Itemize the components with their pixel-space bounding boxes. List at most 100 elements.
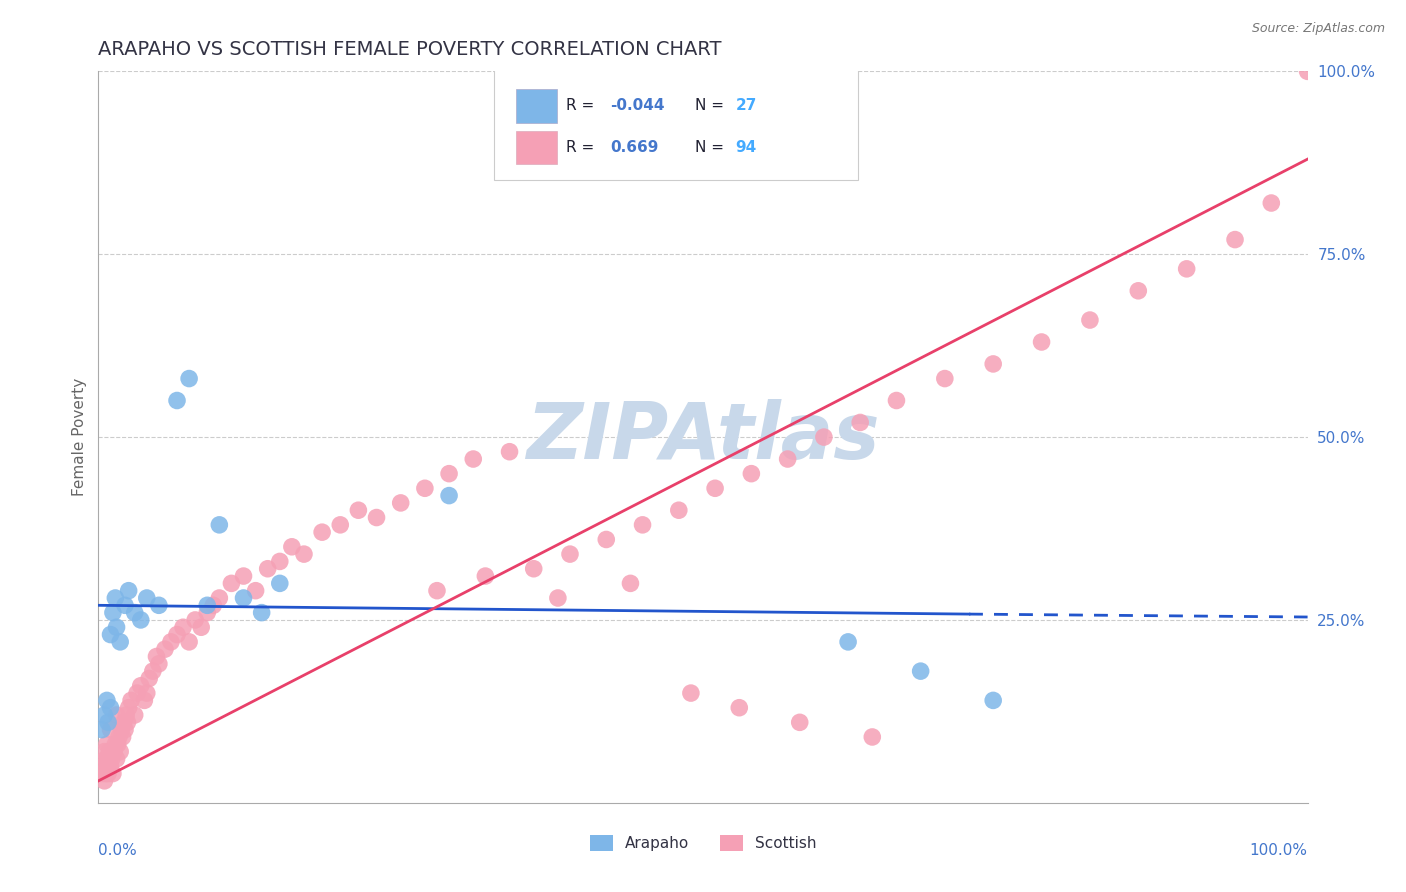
Point	[105, 620, 128, 634]
FancyBboxPatch shape	[516, 89, 557, 122]
Point	[704, 481, 727, 495]
Point	[93, 708, 115, 723]
Point	[195, 606, 218, 620]
Point	[100, 759, 122, 773]
Point	[281, 540, 304, 554]
Point	[94, 752, 117, 766]
Text: ZIPAtlas: ZIPAtlas	[526, 399, 880, 475]
Point	[329, 517, 352, 532]
Point	[104, 591, 127, 605]
Text: N =: N =	[695, 140, 728, 155]
Point	[101, 766, 124, 780]
Text: 27: 27	[735, 98, 756, 113]
Text: ARAPAHO VS SCOTTISH FEMALE POVERTY CORRELATION CHART: ARAPAHO VS SCOTTISH FEMALE POVERTY CORRE…	[98, 39, 721, 59]
Point	[142, 664, 165, 678]
Point	[179, 635, 201, 649]
Point	[104, 737, 127, 751]
Point	[107, 737, 129, 751]
Point	[134, 693, 156, 707]
Point	[245, 583, 267, 598]
Point	[547, 591, 569, 605]
Point	[117, 715, 139, 730]
Point	[118, 700, 141, 714]
Point	[1031, 334, 1053, 349]
Point	[474, 569, 496, 583]
Point	[148, 657, 170, 671]
Point	[437, 489, 460, 503]
Point	[110, 723, 132, 737]
Point	[100, 723, 122, 737]
Point	[97, 752, 120, 766]
Point	[103, 745, 125, 759]
Point	[1128, 284, 1150, 298]
Point	[981, 693, 1004, 707]
Point	[98, 759, 121, 773]
Point	[740, 467, 762, 481]
Point	[426, 583, 449, 598]
Point	[311, 525, 333, 540]
Point	[166, 627, 188, 641]
FancyBboxPatch shape	[516, 130, 557, 164]
Point	[631, 517, 654, 532]
Point	[91, 766, 114, 780]
Point	[789, 715, 811, 730]
Point	[269, 576, 291, 591]
Point	[463, 452, 485, 467]
Point	[148, 599, 170, 613]
Point	[98, 745, 121, 759]
Point	[1078, 313, 1101, 327]
Point	[498, 444, 520, 458]
Point	[413, 481, 436, 495]
Point	[250, 606, 273, 620]
Point	[93, 745, 115, 759]
Point	[127, 686, 149, 700]
Point	[184, 613, 207, 627]
Text: R =: R =	[567, 98, 599, 113]
Point	[668, 503, 690, 517]
Point	[105, 752, 128, 766]
Text: 94: 94	[735, 140, 756, 155]
Text: 0.669: 0.669	[610, 140, 658, 155]
Point	[124, 606, 146, 620]
Point	[172, 620, 194, 634]
Point	[114, 723, 136, 737]
Point	[1260, 196, 1282, 211]
Point	[153, 642, 176, 657]
Point	[138, 672, 160, 686]
Point	[523, 562, 546, 576]
Point	[135, 686, 157, 700]
Point	[115, 708, 138, 723]
Point	[389, 496, 412, 510]
Text: N =: N =	[695, 98, 728, 113]
Point	[94, 766, 117, 780]
Point	[114, 599, 136, 613]
Text: -0.044: -0.044	[610, 98, 665, 113]
Point	[129, 613, 152, 627]
Point	[437, 467, 460, 481]
Point	[202, 599, 225, 613]
Point	[111, 730, 134, 744]
Point	[558, 547, 581, 561]
Point	[100, 700, 122, 714]
Point	[292, 547, 315, 561]
Point	[813, 430, 835, 444]
Point	[96, 759, 118, 773]
Point	[160, 635, 183, 649]
Point	[129, 679, 152, 693]
Point	[208, 591, 231, 605]
Point	[145, 649, 167, 664]
Point	[101, 606, 124, 620]
Point	[208, 517, 231, 532]
Point	[96, 693, 118, 707]
Point	[120, 693, 142, 707]
Point	[108, 635, 131, 649]
Point	[135, 591, 157, 605]
Point	[910, 664, 932, 678]
Point	[232, 569, 254, 583]
Point	[1296, 64, 1319, 78]
Point	[97, 766, 120, 780]
Point	[679, 686, 702, 700]
Point	[91, 759, 114, 773]
Point	[269, 554, 291, 568]
Point	[118, 583, 141, 598]
